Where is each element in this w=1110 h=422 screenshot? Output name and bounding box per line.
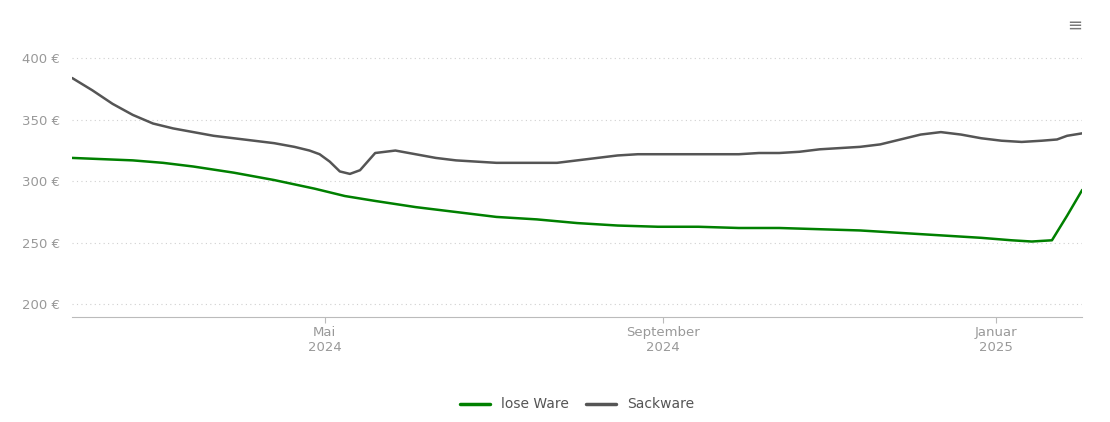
Line: Sackware: Sackware bbox=[72, 78, 1082, 174]
lose Ware bbox=[1060, 213, 1073, 218]
Text: ≡: ≡ bbox=[1067, 17, 1082, 35]
lose Ware bbox=[773, 225, 786, 230]
Sackware bbox=[343, 171, 356, 176]
lose Ware bbox=[1076, 187, 1089, 192]
lose Ware bbox=[339, 194, 352, 199]
lose Ware bbox=[65, 155, 79, 160]
lose Ware bbox=[652, 224, 665, 229]
lose Ware bbox=[813, 227, 826, 232]
Sackware bbox=[1076, 131, 1089, 136]
lose Ware bbox=[157, 160, 170, 165]
lose Ware bbox=[268, 178, 281, 183]
lose Ware bbox=[1005, 238, 1018, 243]
lose Ware bbox=[369, 198, 382, 203]
Sackware bbox=[1060, 133, 1073, 138]
lose Ware bbox=[854, 228, 867, 233]
Sackware bbox=[995, 138, 1008, 143]
lose Ware bbox=[571, 221, 584, 226]
lose Ware bbox=[450, 209, 463, 214]
lose Ware bbox=[610, 223, 624, 228]
lose Ware bbox=[490, 214, 503, 219]
Sackware bbox=[268, 141, 281, 146]
Sackware bbox=[313, 151, 326, 157]
lose Ware bbox=[692, 224, 705, 229]
Legend: lose Ware, Sackware: lose Ware, Sackware bbox=[454, 392, 700, 417]
Sackware bbox=[186, 130, 200, 135]
lose Ware bbox=[408, 205, 422, 210]
lose Ware bbox=[307, 186, 321, 191]
Sackware bbox=[65, 76, 79, 81]
lose Ware bbox=[127, 158, 140, 163]
lose Ware bbox=[975, 235, 988, 241]
Sackware bbox=[430, 155, 443, 160]
lose Ware bbox=[228, 170, 241, 175]
lose Ware bbox=[186, 164, 200, 169]
lose Ware bbox=[1025, 239, 1038, 244]
lose Ware bbox=[935, 233, 948, 238]
lose Ware bbox=[1046, 238, 1059, 243]
Line: lose Ware: lose Ware bbox=[72, 158, 1082, 241]
lose Ware bbox=[531, 217, 544, 222]
lose Ware bbox=[894, 230, 907, 235]
lose Ware bbox=[95, 157, 109, 162]
lose Ware bbox=[733, 225, 746, 230]
